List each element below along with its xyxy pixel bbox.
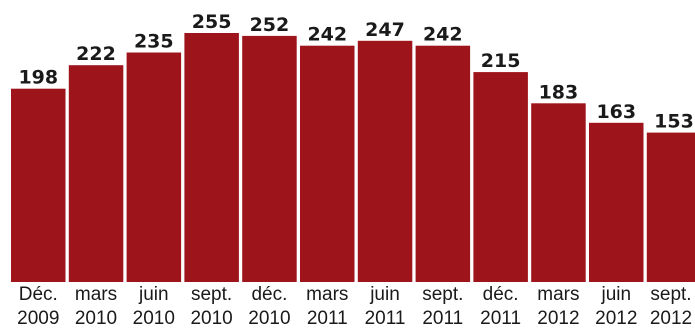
x-tick-month: sept. [422,284,463,305]
x-tick-year: 2010 [190,308,232,329]
x-tick-label-8: déc. 2011 [480,284,521,329]
bar-1 [68,65,124,282]
bar-10 [589,122,644,282]
x-tick-month: mars [537,284,579,305]
x-tick-label-5: mars 2011 [306,284,348,329]
bar-value-label-1: 222 [76,43,116,65]
bar-value-label-6: 247 [365,19,405,41]
bar-value-label-0: 198 [18,67,58,89]
x-tick-year: 2012 [650,308,692,329]
bar-7 [415,45,471,283]
x-tick-label-4: déc. 2010 [248,284,290,329]
bar-value-label-10: 163 [596,101,636,123]
bar-value-label-9: 183 [539,81,579,103]
bar-8 [473,72,528,282]
x-tick-label-2: juin 2010 [133,284,175,329]
bar-2 [126,52,182,282]
bar-6 [357,40,413,282]
x-tick-month: juin [601,284,632,305]
x-tick-label-6: juin 2011 [365,284,406,329]
x-tick-month: sept. [650,284,691,305]
x-tick-year: 2010 [133,308,175,329]
x-tick-label-0: Déc. 2009 [17,284,59,329]
x-tick-month: déc. [251,284,287,305]
x-tick-labels-group: Déc. 2009 mars 2010 juin 2010 sept. 2010 déc. 201… [17,284,692,329]
x-tick-year: 2011 [307,308,348,329]
x-tick-year: 2010 [75,308,117,329]
x-tick-month: sept. [191,284,232,305]
x-tick-month: juin [138,284,169,305]
bar-11 [646,132,695,282]
bar-value-label-8: 215 [481,50,521,72]
bar-value-label-2: 235 [134,31,174,53]
bars-group [11,33,695,283]
bar-5 [300,45,355,283]
x-tick-label-7: sept. 2011 [422,284,463,329]
bar-4 [242,35,297,283]
x-tick-label-1: mars 2010 [75,284,117,329]
bar-0 [11,88,66,282]
bar-3 [184,33,239,282]
x-tick-year: 2010 [248,308,290,329]
x-tick-month: Déc. [19,284,58,305]
bar-value-label-11: 153 [654,111,694,133]
x-tick-month: juin [369,284,400,305]
x-tick-year: 2011 [480,308,521,329]
bar-value-label-5: 242 [307,24,347,46]
x-tick-year: 2012 [537,308,579,329]
bar-value-label-3: 255 [192,11,232,33]
x-tick-month: mars [306,284,348,305]
x-tick-label-3: sept. 2010 [190,284,232,329]
x-tick-year: 2009 [17,308,59,329]
x-tick-year: 2011 [365,308,406,329]
x-tick-label-9: mars 2012 [537,284,579,329]
bar-value-label-7: 242 [423,24,463,46]
x-tick-year: 2011 [422,308,463,329]
x-tick-year: 2012 [595,308,637,329]
bar-9 [531,103,586,282]
x-tick-label-10: juin 2012 [595,284,637,329]
x-tick-month: déc. [483,284,519,305]
bar-value-label-4: 252 [250,14,290,36]
value-labels-group: 198 222 235 255 252 242 247 242 215 183 163 153 [18,11,693,133]
x-tick-label-11: sept. 2012 [650,284,692,329]
x-tick-month: mars [75,284,117,305]
